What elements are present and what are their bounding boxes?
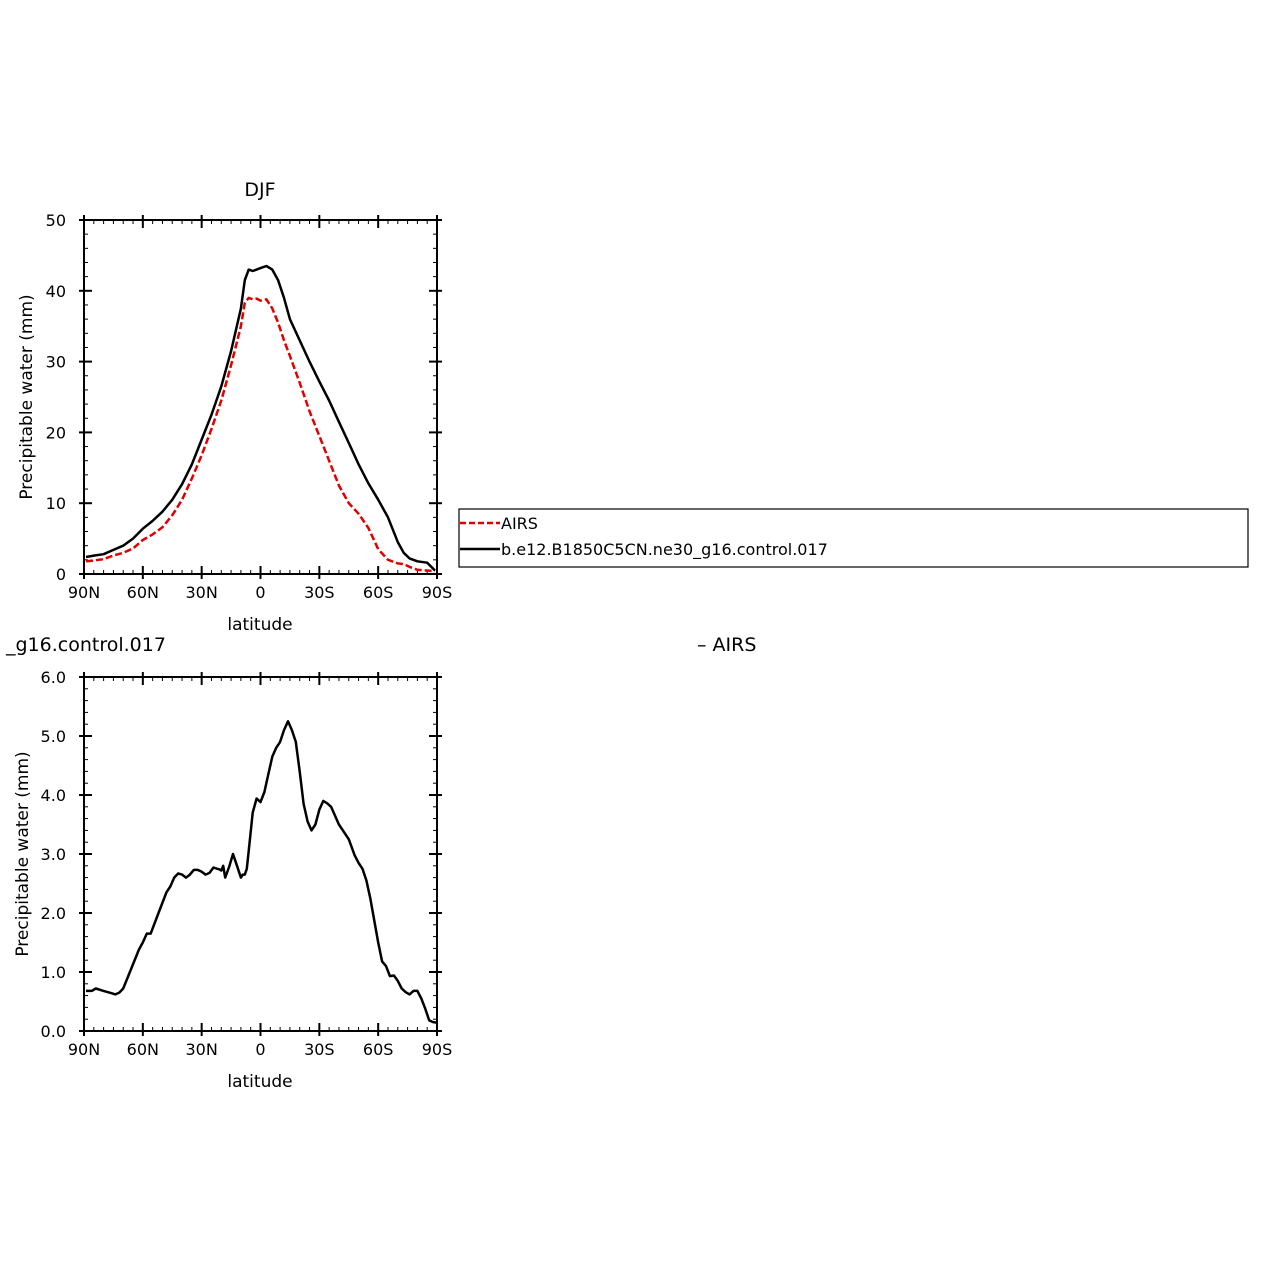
panel-1-series — [85, 264, 436, 573]
y-tick-label: 5.0 — [41, 727, 66, 746]
x-tick-label: 30S — [304, 583, 335, 602]
panel-2-ylabel: Precipitable water (mm) — [13, 751, 33, 956]
series-line-0 — [86, 720, 438, 1024]
plot-frame — [83, 219, 438, 575]
y-tick-label: 4.0 — [41, 786, 66, 805]
legend-label-airs: AIRS — [501, 514, 538, 533]
panel-djf: DJF 90N 60N 30N 0 30S 60S 90S 0 10 20 30 40 50 latit… — [17, 179, 452, 635]
x-tick-label: 60S — [363, 1040, 394, 1059]
legend-box — [458, 508, 1249, 568]
panel-1-axes: 90N 60N 30N 0 30S 60S 90S 0 10 20 30 40 50 — [46, 211, 453, 602]
panel-2-xlabel: latitude — [227, 1072, 292, 1092]
x-tick-label: 90N — [68, 583, 100, 602]
y-tick-label: 30 — [46, 353, 66, 372]
panel-2-title-left: _g16.control.017 — [5, 634, 166, 656]
panel-1-xlabel: latitude — [227, 615, 292, 635]
x-tick-label: 60N — [127, 1040, 159, 1059]
y-tick-label: 20 — [46, 423, 66, 442]
series-line-1 — [85, 264, 436, 572]
x-tick-label: 60S — [363, 583, 394, 602]
x-tick-label: 30S — [304, 1040, 335, 1059]
plot-frame — [83, 676, 438, 1032]
x-tick-label: 90N — [68, 1040, 100, 1059]
panel-difference: _g16.control.017 – AIRS 90N 60N 30N 0 30S 60S… — [5, 634, 756, 1092]
legend-label-model: b.e12.B1850C5CN.ne30_g16.control.017 — [501, 540, 828, 560]
y-tick-label: 40 — [46, 282, 66, 301]
panel-2-axes: 90N 60N 30N 0 30S 60S 90S 0.0 1.0 2.0 3.0 4.0 5.0 6.0 — [41, 668, 453, 1059]
y-tick-label: 1.0 — [41, 963, 66, 982]
x-tick-label: 0 — [255, 1040, 265, 1059]
y-tick-label: 50 — [46, 211, 66, 230]
y-tick-label: 6.0 — [41, 668, 66, 687]
y-tick-label: 0 — [56, 565, 66, 584]
x-tick-label: 30N — [186, 583, 218, 602]
panel-1-title: DJF — [244, 179, 275, 201]
x-tick-label: 90S — [422, 1040, 453, 1059]
y-tick-label: 3.0 — [41, 845, 66, 864]
panel-2-title-right: – AIRS — [697, 634, 756, 656]
y-tick-label: 10 — [46, 494, 66, 513]
series-line-0 — [85, 296, 436, 573]
panel-1-ylabel: Precipitable water (mm) — [17, 294, 37, 499]
panel-2-series — [86, 720, 438, 1024]
y-tick-label: 2.0 — [41, 904, 66, 923]
x-tick-label: 60N — [127, 583, 159, 602]
legend: AIRS b.e12.B1850C5CN.ne30_g16.control.01… — [458, 508, 1249, 568]
x-tick-label: 30N — [186, 1040, 218, 1059]
y-tick-label: 0.0 — [41, 1022, 66, 1041]
x-tick-label: 90S — [422, 583, 453, 602]
x-tick-label: 0 — [255, 583, 265, 602]
